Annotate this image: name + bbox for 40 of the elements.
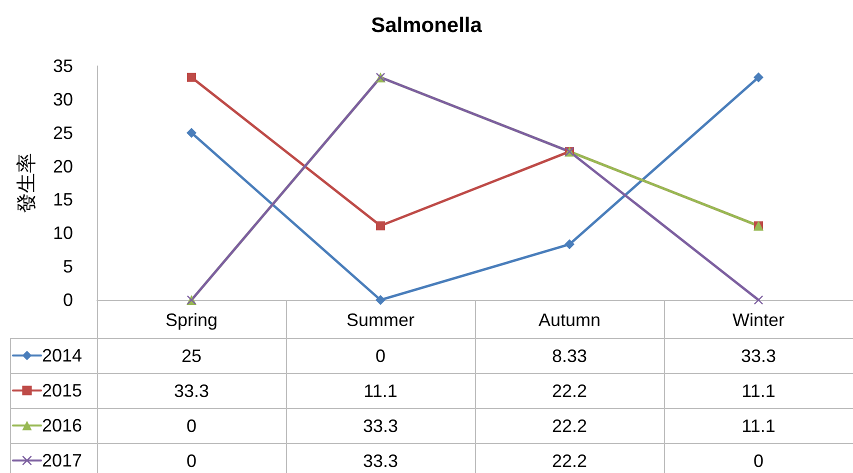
legend-label: 2015 (42, 380, 82, 400)
data-label: 0 (186, 416, 197, 436)
data-label: 11.1 (742, 416, 776, 436)
data-label: 8.33 (552, 346, 588, 366)
y-tick-label: 30 (52, 89, 73, 110)
point (376, 221, 385, 230)
chart-title: Salmonella (371, 14, 482, 37)
x-tick-label: Winter (732, 310, 785, 330)
legend-label: 2016 (42, 416, 82, 436)
data-label: 33.3 (174, 380, 210, 400)
data-label: 0 (375, 346, 386, 366)
legend-label: 2014 (42, 346, 82, 366)
x-tick-label: Autumn (538, 310, 601, 330)
data-label: 33.3 (362, 450, 398, 470)
data-label: 22.2 (552, 450, 588, 470)
y-tick-label: 5 (62, 256, 73, 277)
y-tick-label: 20 (52, 156, 73, 176)
y-tick-label: 0 (62, 290, 73, 310)
data-label: 33.3 (740, 346, 776, 366)
point (186, 128, 196, 138)
data-label: 11.1 (742, 380, 776, 400)
legend-label: 2017 (42, 450, 82, 470)
data-label: 0 (753, 450, 764, 470)
point (187, 72, 196, 82)
y-axis-title: 發生率 (16, 153, 38, 213)
y-tick-label: 35 (52, 56, 73, 76)
data-label: 22.2 (552, 416, 588, 436)
data-label: 22.2 (552, 380, 588, 400)
y-tick-label: 15 (52, 190, 73, 210)
data-label: 11.1 (364, 380, 398, 400)
data-label: 33.3 (362, 416, 398, 436)
point (754, 72, 764, 82)
y-tick-label: 25 (52, 122, 73, 143)
data-label: 25 (181, 346, 202, 366)
point (564, 239, 574, 250)
data-label: 0 (186, 450, 197, 470)
y-tick-label: 10 (52, 223, 73, 244)
point (376, 295, 386, 305)
x-tick-label: Summer (346, 310, 415, 330)
x-tick-label: Spring (165, 310, 218, 330)
